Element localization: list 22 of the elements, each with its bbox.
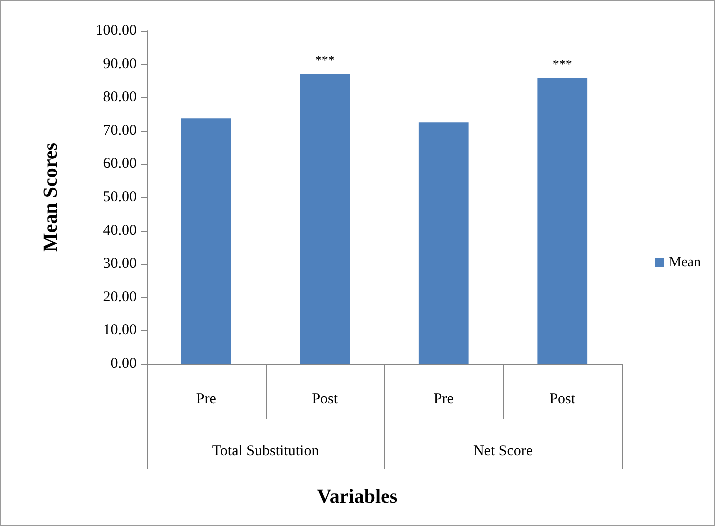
y-tick-label: 80.00 xyxy=(103,90,137,106)
data-label: *** xyxy=(315,52,335,68)
legend-label: Mean xyxy=(669,256,702,270)
y-tick-label: 100.00 xyxy=(96,23,137,39)
y-tick-label: 0.00 xyxy=(110,356,137,372)
data-label: *** xyxy=(552,56,572,72)
y-tick-label: 60.00 xyxy=(103,156,137,172)
y-tick-label: 10.00 xyxy=(103,322,137,339)
x-tick-label: Post xyxy=(550,392,576,408)
text: Total Substitution xyxy=(212,444,320,460)
y-tick-label: 30.00 xyxy=(103,256,137,272)
x-tick-label: Pre xyxy=(196,392,217,408)
text: Net Score xyxy=(473,444,534,460)
y-tick-label: 50.00 xyxy=(103,190,137,206)
x-tick-label: Pre xyxy=(434,392,454,408)
y-tick-label: 70.00 xyxy=(103,122,137,139)
y-tick-label: 40.00 xyxy=(103,222,137,239)
y-tick-label: 20.00 xyxy=(103,289,137,306)
x-axis-title: Variables xyxy=(317,486,398,508)
x-tick-label: Post xyxy=(312,392,339,408)
y-axis-title: Mean Scores xyxy=(40,142,62,252)
y-tick-label: 90.00 xyxy=(103,56,137,72)
